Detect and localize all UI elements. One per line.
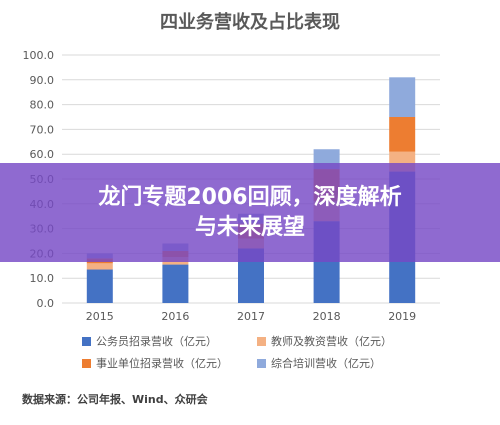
y-tick-label: 70.0 [30,123,55,136]
x-tick-label: 2016 [161,310,189,323]
source-note: 数据来源：公司年报、Wind、众研会 [22,393,208,406]
bar-segment-series-3-2019 [389,77,416,117]
banner-line-2: 与未来展望 [194,214,305,240]
x-tick-label: 2019 [388,310,416,323]
x-tick-label: 2017 [237,310,265,323]
bar-segment-series-0-2015 [86,269,113,303]
legend-label: 教师及教资营收（亿元） [271,335,392,348]
x-axis-ticks: 2015 2016 2017 2018 2019 [86,310,416,323]
chart-title: 四业务营收及占比表现 [160,12,340,33]
bar-segment-series-0-2016 [162,264,189,303]
bar-segment-series-2-2019 [389,117,416,152]
legend-swatch [257,336,266,346]
x-tick-label: 2015 [86,310,114,323]
legend-label: 综合培训营收（亿元） [271,357,381,370]
y-tick-label: 100.0 [23,49,55,62]
legend-item: 事业单位招录营收（亿元） [82,356,257,370]
bar-segment-series-1-2015 [86,263,113,270]
y-tick-label: 90.0 [30,74,55,87]
x-tick-label: 2018 [313,310,341,323]
y-tick-label: 60.0 [30,148,55,161]
y-tick-label: 0.0 [37,297,55,310]
legend-item: 综合培训营收（亿元） [257,356,412,370]
y-tick-label: 80.0 [30,99,55,112]
legend-swatch [82,358,91,368]
y-tick-label: 10.0 [30,272,55,285]
banner-line-1: 龙门专题2006回顾，深度解析 [98,184,402,210]
legend-item: 公务员招录营收（亿元） [82,334,257,348]
legend-swatch [257,358,266,368]
legend-label: 事业单位招录营收（亿元） [96,357,228,370]
overlay-banner: 龙门专题2006回顾，深度解析 与未来展望 [0,163,500,262]
legend-swatch [82,336,91,346]
legend-label: 公务员招录营收（亿元） [96,335,217,348]
chart-legend: 公务员招录营收（亿元） 教师及教资营收（亿元） 事业单位招录营收（亿元） 综合培训营收… [82,334,412,370]
legend-item: 教师及教资营收（亿元） [257,334,412,348]
